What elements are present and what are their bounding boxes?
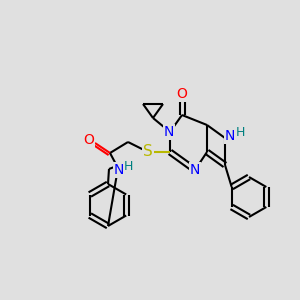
Text: N: N	[114, 163, 124, 177]
Text: S: S	[143, 145, 153, 160]
Text: N: N	[164, 125, 174, 139]
Text: N: N	[225, 129, 235, 143]
Text: O: O	[84, 133, 94, 147]
Text: O: O	[177, 87, 188, 101]
Text: H: H	[123, 160, 133, 173]
Text: H: H	[235, 127, 245, 140]
Text: N: N	[190, 163, 200, 177]
